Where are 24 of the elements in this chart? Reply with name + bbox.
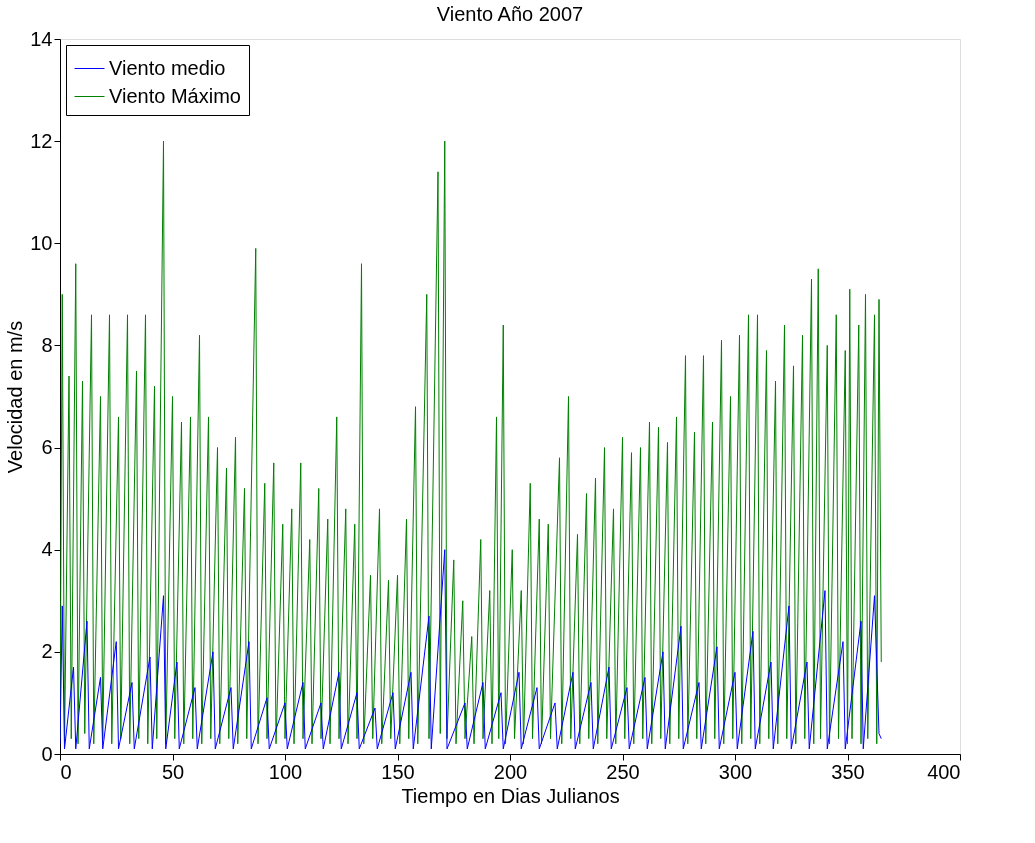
line-series (60, 140, 882, 745)
x-tick-label: 400 (927, 760, 961, 783)
x-tick-label: 350 (831, 760, 865, 783)
line-series (60, 549, 882, 750)
x-tick-label: 250 (606, 760, 640, 783)
y-tick-label: 4 (41, 538, 53, 561)
x-tick-label: 50 (161, 760, 185, 783)
x-tick-label: 200 (493, 760, 528, 783)
y-tick-label: 14 (30, 27, 53, 50)
y-tick-label: 12 (30, 129, 53, 152)
x-tick-label: 150 (381, 760, 415, 783)
y-tick-label: 10 (30, 231, 53, 254)
x-tick-label: 100 (268, 760, 303, 783)
x-axis-title: Tiempo en Dias Julianos (401, 784, 620, 807)
y-tick-label: 2 (41, 640, 53, 663)
chart-title: Viento Año 2007 (436, 3, 584, 25)
x-tick-label: 300 (718, 760, 753, 783)
y-tick-label: 0 (41, 742, 53, 765)
y-tick-label: 8 (41, 333, 53, 356)
y-tick-label: 6 (41, 436, 53, 459)
legend-label: Viento medio (109, 56, 226, 79)
y-axis-title: Velocidad en m/s (4, 320, 27, 474)
x-tick-label: 0 (60, 760, 72, 783)
legend-label: Viento Máximo (109, 84, 241, 107)
